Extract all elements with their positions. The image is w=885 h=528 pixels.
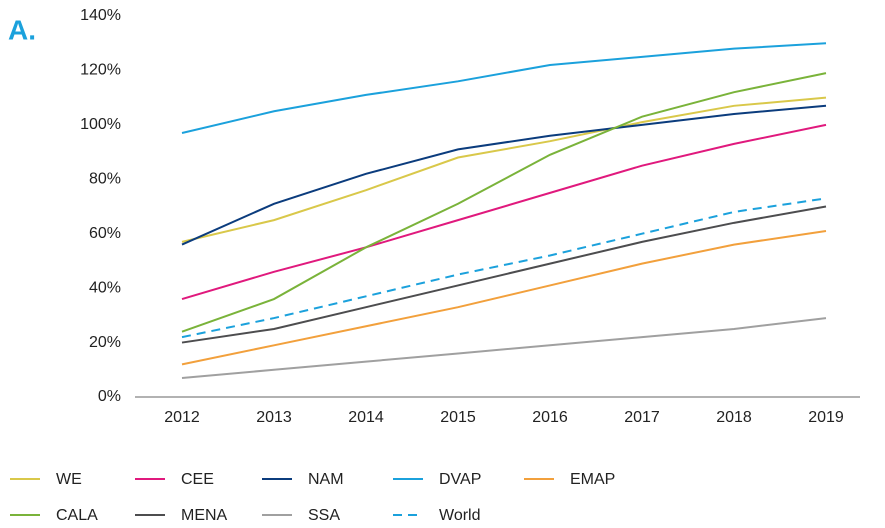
legend-label: EMAP bbox=[570, 471, 615, 488]
x-tick-label: 2015 bbox=[440, 409, 476, 426]
y-tick-label: 100% bbox=[80, 116, 121, 133]
legend-label: CEE bbox=[181, 471, 214, 488]
series-line bbox=[181, 96, 827, 243]
series-line bbox=[181, 197, 827, 339]
series-line bbox=[181, 42, 827, 134]
panel-label: A. bbox=[8, 14, 36, 45]
legend-label: DVAP bbox=[439, 471, 481, 488]
y-tick-label: 80% bbox=[89, 171, 121, 188]
y-tick-label: 60% bbox=[89, 225, 121, 242]
legend-label: SSA bbox=[308, 507, 340, 524]
legend-label: CALA bbox=[56, 507, 98, 524]
series-line bbox=[181, 123, 827, 300]
series-line bbox=[181, 104, 827, 246]
series-line bbox=[181, 72, 827, 333]
x-tick-label: 2016 bbox=[532, 409, 568, 426]
y-tick-label: 0% bbox=[98, 388, 121, 405]
legend-label: World bbox=[439, 507, 481, 524]
x-tick-label: 2012 bbox=[164, 409, 200, 426]
y-tick-label: 120% bbox=[80, 62, 121, 79]
x-tick-label: 2014 bbox=[348, 409, 384, 426]
series-line bbox=[181, 205, 827, 344]
legend-label: NAM bbox=[308, 471, 344, 488]
series-line bbox=[181, 230, 827, 366]
legend-label: WE bbox=[56, 471, 82, 488]
x-tick-label: 2019 bbox=[808, 409, 844, 426]
y-tick-label: 140% bbox=[80, 7, 121, 24]
x-tick-label: 2013 bbox=[256, 409, 292, 426]
series-line bbox=[181, 317, 827, 379]
x-tick-label: 2018 bbox=[716, 409, 752, 426]
x-tick-label: 2017 bbox=[624, 409, 660, 426]
legend-label: MENA bbox=[181, 507, 228, 524]
y-tick-label: 40% bbox=[89, 279, 121, 296]
y-tick-label: 20% bbox=[89, 334, 121, 351]
